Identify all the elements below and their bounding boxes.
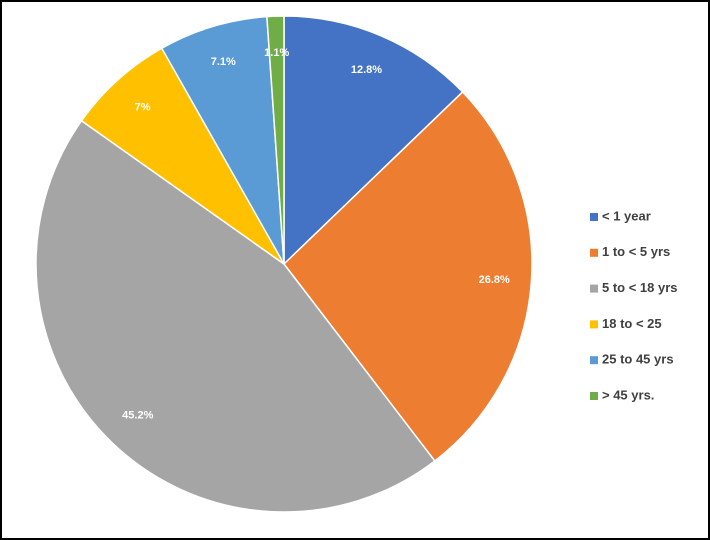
data-label: 7%	[135, 102, 151, 114]
legend-label: > 45 yrs.	[602, 387, 654, 402]
legend-swatch	[590, 284, 598, 293]
legend-swatch	[590, 392, 598, 400]
data-label: 1.1%	[264, 47, 289, 59]
pie-slice	[35, 119, 436, 513]
legend-swatch	[590, 356, 598, 365]
data-label: 26.8%	[479, 274, 510, 286]
pie-slice	[266, 15, 285, 265]
data-label: 12.8%	[351, 64, 382, 76]
pie-slice	[160, 15, 285, 265]
legend-label: 1 to < 5 yrs	[602, 244, 670, 259]
legend-swatch	[590, 248, 598, 257]
legend-label: 25 to 45 yrs	[602, 352, 674, 367]
legend-label: 18 to < 25	[602, 316, 662, 331]
legend-swatch	[590, 320, 598, 329]
pie-slice	[80, 47, 285, 265]
legend-swatch	[590, 213, 598, 221]
legend-label: 5 to < 18 yrs	[602, 280, 678, 295]
pie-slice	[283, 15, 464, 266]
legend-label: < 1 year	[602, 208, 651, 223]
data-label: 45.2%	[122, 410, 153, 422]
pie-slice	[282, 90, 533, 462]
data-label: 7.1%	[211, 56, 236, 68]
